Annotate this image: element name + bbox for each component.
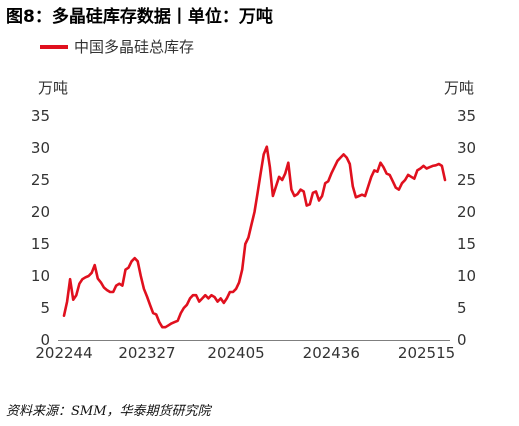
- y-tick-label-right: 35: [457, 107, 476, 125]
- legend-label: 中国多晶硅总库存: [74, 38, 195, 56]
- series-line-total-inventory: [62, 145, 447, 329]
- y-tick-label-right: 25: [457, 171, 476, 189]
- y-tick-label-right: 30: [457, 139, 476, 157]
- legend-swatch: [40, 44, 68, 49]
- y-tick-label-right: 20: [457, 203, 476, 221]
- y-tick-label-left: 10: [31, 267, 50, 285]
- y-tick-label-left: 35: [31, 107, 50, 125]
- y-tick-label-left: 15: [31, 235, 50, 253]
- y-tick-label-left: 20: [31, 203, 50, 221]
- x-tick-label: 202405: [207, 344, 264, 362]
- y-tick-label-right: 10: [457, 267, 476, 285]
- legend: 中国多晶硅总库存: [40, 36, 194, 57]
- source-note: 资料来源：SMM，华泰期货研究院: [6, 404, 211, 419]
- x-tick-label: 202515: [398, 344, 455, 362]
- x-tick-label: 202436: [303, 344, 360, 362]
- y-tick-label-left: 25: [31, 171, 50, 189]
- y-tick-label-left: 5: [40, 299, 50, 317]
- y-tick-label-right: 0: [457, 331, 467, 349]
- y-axis-unit-right: 万吨: [444, 79, 475, 97]
- y-tick-label-right: 5: [457, 299, 467, 317]
- y-tick-label-left: 0: [40, 331, 50, 349]
- chart-title: 图8：多晶硅库存数据丨单位：万吨: [6, 7, 273, 27]
- x-tick-label: 202327: [118, 344, 175, 362]
- x-tick-label: 202244: [35, 344, 92, 362]
- y-tick-label-left: 30: [31, 139, 50, 157]
- y-axis-unit-left: 万吨: [38, 79, 69, 97]
- y-tick-label-right: 15: [457, 235, 476, 253]
